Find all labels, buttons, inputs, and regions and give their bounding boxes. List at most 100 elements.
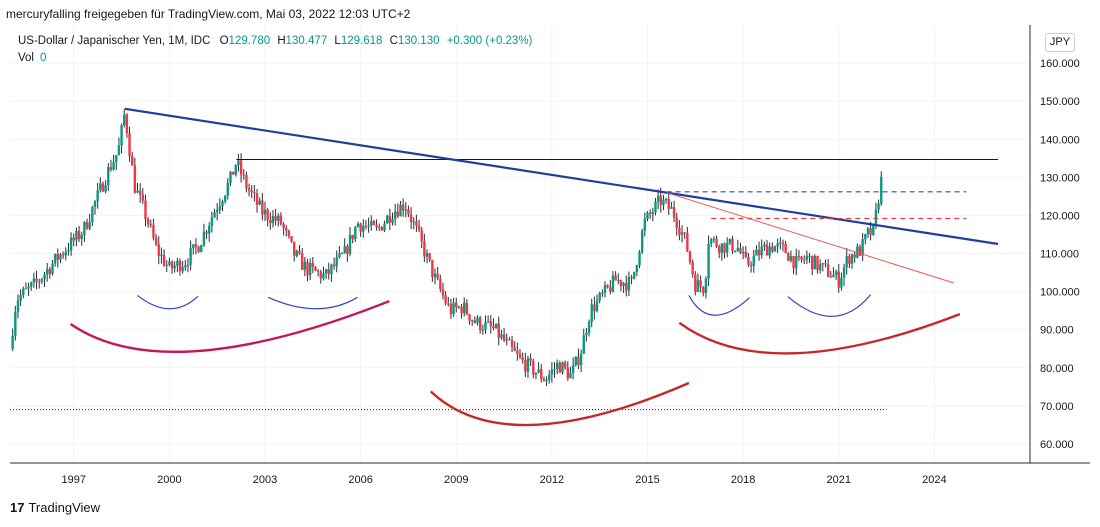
candle-body — [35, 278, 38, 282]
candle-body — [595, 300, 599, 312]
cup-arc-large — [429, 381, 690, 427]
candle-body — [712, 238, 716, 240]
time-tick-label: 2021 — [827, 474, 851, 486]
candle-body — [279, 215, 283, 225]
cup-arc-small — [137, 294, 199, 310]
candle-body — [627, 277, 631, 291]
candle-body — [866, 228, 870, 235]
candle-body — [598, 292, 601, 301]
candle-body — [202, 231, 206, 246]
candle-body — [64, 251, 67, 256]
candle-body — [797, 256, 801, 258]
brand-name: TradingView — [28, 500, 101, 515]
price-tick-label: 160.000 — [1040, 58, 1080, 70]
candle-body — [425, 253, 429, 257]
candle-body — [383, 223, 386, 231]
candle-body — [548, 374, 551, 381]
candle-body — [80, 235, 83, 240]
candle-body — [449, 303, 453, 315]
candle-body — [258, 200, 261, 205]
time-tick-label: 2009 — [444, 474, 468, 486]
candle-body — [104, 185, 107, 192]
candle-body — [133, 165, 137, 193]
candle-body — [465, 302, 469, 315]
candle-body — [364, 225, 368, 227]
candle-body — [306, 261, 309, 276]
currency-button[interactable]: JPY — [1045, 33, 1075, 52]
candle-body — [412, 221, 415, 223]
candle-body — [359, 223, 362, 232]
candle-body — [800, 256, 803, 260]
candle-body — [739, 247, 742, 254]
candle-body — [768, 246, 771, 256]
candle-body — [749, 264, 753, 266]
candle-body — [184, 265, 187, 268]
candle-body — [141, 194, 145, 201]
candle-body — [795, 256, 798, 269]
candle-body — [837, 271, 840, 288]
candle-body — [457, 306, 461, 308]
candle-body — [824, 263, 827, 265]
candle-body — [710, 239, 713, 244]
candle-body — [625, 283, 628, 291]
candle-body — [99, 183, 102, 191]
candle-body — [271, 216, 275, 224]
candle-body — [553, 369, 556, 371]
candle-body — [215, 209, 219, 213]
candle-body — [409, 214, 413, 222]
candle-body — [757, 249, 761, 256]
candle-body — [864, 234, 867, 240]
price-axis[interactable]: 60.000 70.000 80.000 90.000 100.000 110.000 12… — [1040, 58, 1080, 451]
candle-body — [375, 224, 378, 228]
candle-body — [470, 320, 474, 322]
candle-body — [420, 229, 423, 241]
candle-body — [672, 207, 676, 218]
volume-label[interactable]: Vol — [18, 52, 34, 64]
candle-body — [200, 245, 203, 253]
candle-body — [157, 244, 160, 256]
candle-body — [561, 362, 564, 373]
candle-body — [601, 292, 604, 294]
candle-body — [558, 362, 562, 373]
time-axis[interactable]: 1997 2000 2003 2006 2009 2012 2015 2018 2021 2024 — [62, 474, 947, 486]
candle-body — [869, 228, 872, 235]
candle-body — [423, 240, 426, 257]
candle-body — [805, 255, 809, 260]
price-tick-label: 100.000 — [1040, 287, 1080, 299]
candle-body — [826, 264, 830, 277]
cup-arc-large — [69, 300, 390, 354]
tradingview-logo-icon: 17 — [10, 500, 25, 515]
candle-body — [497, 323, 500, 338]
candle-body — [502, 334, 506, 341]
candle-body — [787, 252, 790, 261]
candle-body — [245, 175, 248, 189]
symbol-title[interactable]: US-Dollar / Japanischer Yen, 1M, IDC — [18, 35, 211, 47]
candle-body — [263, 209, 267, 215]
candle-body — [540, 369, 543, 379]
candle-body — [192, 244, 195, 249]
candle-body — [463, 302, 466, 314]
candle-body — [853, 254, 856, 258]
main-trendline — [124, 107, 999, 246]
candle-body — [385, 215, 389, 224]
candle-body — [69, 237, 73, 251]
candle-body — [760, 246, 763, 256]
candle-body — [83, 222, 86, 236]
candle-body — [85, 222, 89, 229]
candlestick-series — [11, 109, 883, 387]
candle-body — [11, 336, 14, 349]
candle-body — [178, 260, 182, 272]
candle-body — [88, 222, 91, 229]
candle-body — [335, 257, 338, 267]
candle-body — [858, 246, 862, 256]
open-value: 129.780 — [228, 35, 271, 47]
grid-lines — [10, 25, 1030, 463]
candle-body — [130, 155, 134, 166]
candle-body — [393, 211, 397, 219]
candle-body — [452, 302, 455, 315]
candle-body — [16, 300, 20, 313]
series-legend: US-Dollar / Japanischer Yen, 1M, IDC O12… — [18, 35, 532, 47]
candle-body — [763, 244, 766, 247]
candle-body — [792, 256, 795, 269]
